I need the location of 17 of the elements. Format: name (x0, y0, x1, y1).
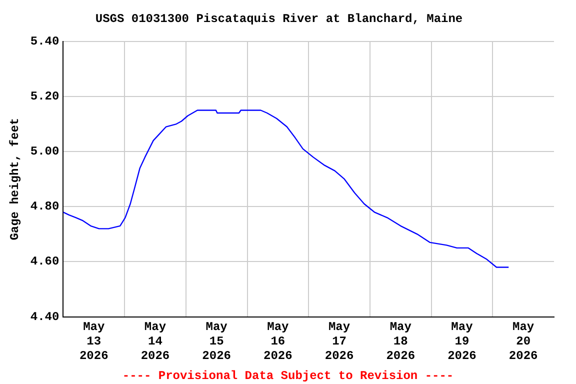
text: ---- Provisional Data Subject to Revision ---- (122, 369, 454, 384)
y-tick-label: 5.00 (30, 144, 60, 159)
x-tick-label: May 16 2026 (264, 320, 292, 363)
y-tick-label: 4.80 (30, 200, 60, 214)
x-tick-label: May 17 2026 (324, 320, 354, 363)
y-tick-label: 5.40 (30, 34, 60, 48)
x-tick-label: May 15 2026 (202, 320, 231, 363)
x-tick-label: May 14 2026 (140, 320, 170, 363)
x-tick-label: May 20 2026 (508, 320, 538, 363)
x-tick-label: May 18 2026 (386, 320, 416, 363)
y-axis-title: Gage height, feet (8, 118, 22, 240)
x-tick-label: May 19 2026 (448, 320, 476, 363)
y-tick-label: 4.60 (30, 254, 60, 269)
y-tick-label: 5.20 (30, 89, 60, 104)
y-tick-label: 4.40 (30, 310, 60, 324)
chart-title: USGS 01031300 Piscataquis River at Blanchard, Maine (95, 12, 463, 26)
x-tick-label: May 13 2026 (79, 320, 108, 363)
